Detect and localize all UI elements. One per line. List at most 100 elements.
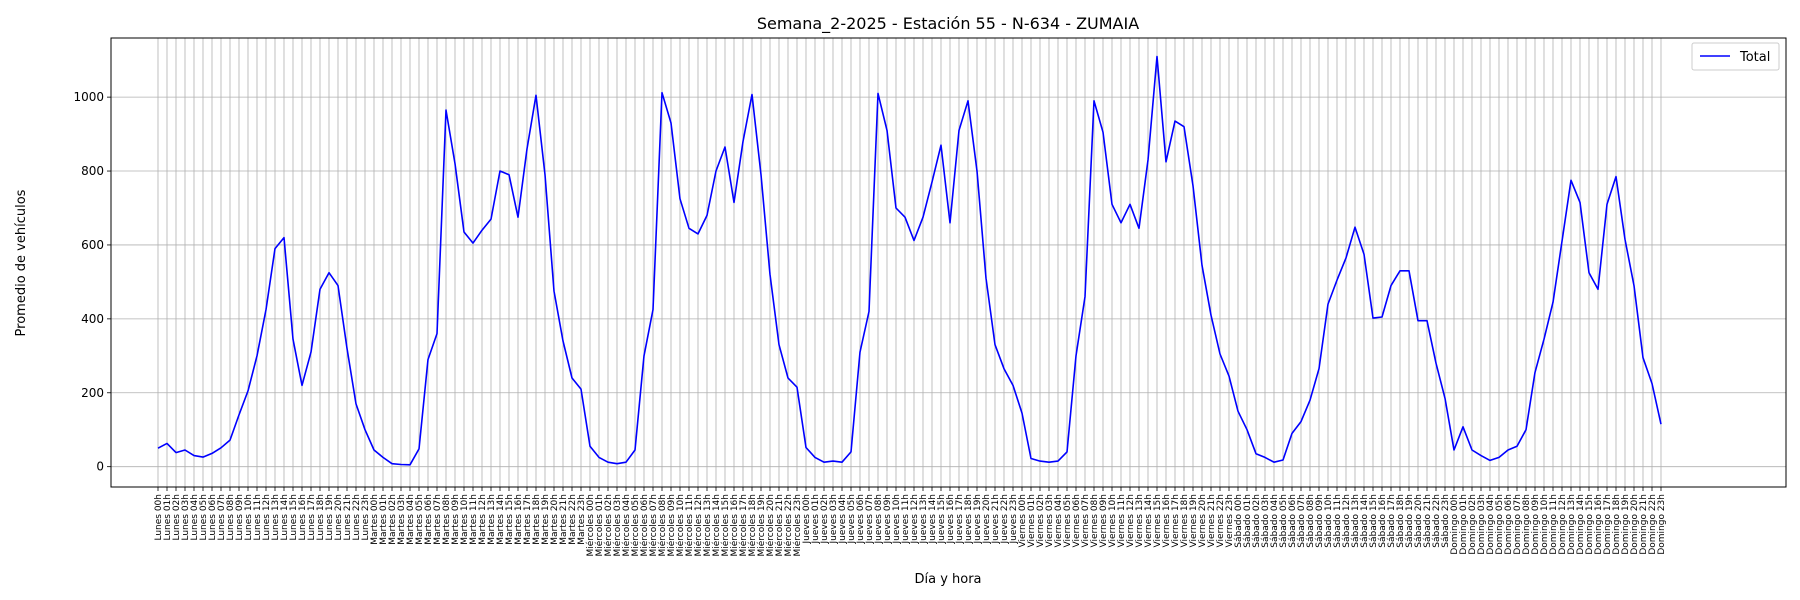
x-tick-label: Sábado 16h — [1378, 494, 1388, 548]
x-tick-label: Sábado 10h — [1324, 494, 1334, 548]
x-tick-label: Domingo 00h — [1450, 494, 1460, 555]
series-line-total — [157, 55, 1662, 466]
x-tick-label: Sábado 12h — [1342, 494, 1352, 548]
x-tick-label: Lunes 18h — [316, 494, 326, 541]
x-tick-label: Lunes 01h — [163, 494, 173, 541]
x-tick-label: Jueves 06h — [856, 494, 866, 544]
x-tick-label: Viernes 05h — [1063, 494, 1073, 548]
x-tick-label: Domingo 19h — [1621, 494, 1631, 555]
x-tick-label: Jueves 05h — [847, 494, 857, 544]
x-tick-label: Martes 13h — [487, 494, 497, 545]
y-axis-ticks: 0 200 400 600 800 1000 — [73, 90, 111, 474]
x-tick-label: Viernes 14h — [1144, 494, 1154, 548]
x-tick-label: Viernes 11h — [1117, 494, 1127, 548]
x-tick-label: Domingo 08h — [1522, 494, 1532, 555]
x-tick-label: Domingo 20h — [1630, 494, 1640, 555]
x-tick-label: Lunes 02h — [172, 494, 182, 541]
x-tick-label: Lunes 10h — [244, 494, 254, 541]
x-tick-label: Jueves 04h — [838, 494, 848, 544]
x-tick-label: Sábado 04h — [1270, 494, 1280, 548]
x-tick-label: Sábado 03h — [1261, 494, 1271, 548]
x-tick-label: Domingo 07h — [1513, 494, 1523, 555]
x-tick-label: Miércoles 12h — [693, 494, 704, 557]
legend-box — [1691, 42, 1780, 71]
x-tick-label: Martes 06h — [424, 494, 434, 545]
x-tick-label: Jueves 21h — [991, 494, 1001, 544]
x-tick-label: Lunes 11h — [253, 494, 263, 541]
x-tick-label: Martes 00h — [370, 494, 380, 545]
x-tick-label: Martes 18h — [532, 494, 542, 545]
x-tick-label: Viernes 21h — [1207, 494, 1217, 548]
x-tick-label: Jueves 18h — [964, 494, 974, 544]
x-tick-label: Miércoles 10h — [675, 494, 686, 557]
x-tick-label: Viernes 18h — [1180, 494, 1190, 548]
x-tick-label: Jueves 19h — [973, 494, 983, 544]
x-tick-label: Lunes 23h — [361, 494, 371, 541]
x-tick-label: Viernes 22h — [1216, 494, 1226, 548]
x-axis-ticks: Lunes 00h Lunes 01h Lunes 02h Lunes 03h Lune… — [154, 487, 1667, 557]
x-tick-label: Jueves 22h — [1000, 494, 1010, 544]
x-tick-label: Lunes 06h — [208, 494, 218, 541]
x-tick-label: Jueves 20h — [982, 494, 992, 544]
x-tick-label: Domingo 04h — [1486, 494, 1496, 555]
x-tick-label: Martes 01h — [379, 494, 389, 545]
x-tick-label: Viernes 00h — [1018, 494, 1028, 548]
x-tick-label: Martes 16h — [514, 494, 524, 545]
x-tick-label: Martes 08h — [442, 494, 452, 545]
x-tick-label: Sábado 23h — [1441, 494, 1451, 548]
y-tick-label: 600 — [81, 238, 104, 252]
x-tick-label: Miércoles 04h — [621, 494, 632, 557]
x-tick-label: Sábado 09h — [1315, 494, 1325, 548]
x-tick-label: Viernes 20h — [1198, 494, 1208, 548]
x-tick-label: Sábado 17h — [1387, 494, 1397, 548]
legend: Total — [1691, 42, 1780, 71]
x-tick-label: Jueves 01h — [811, 494, 821, 544]
x-tick-label: Lunes 12h — [262, 494, 272, 541]
x-tick-label: Domingo 15h — [1585, 494, 1595, 555]
x-tick-label: Jueves 15h — [937, 494, 947, 544]
x-tick-label: Lunes 20h — [334, 494, 344, 541]
x-tick-label: Sábado 08h — [1306, 494, 1316, 548]
x-tick-label: Domingo 13h — [1567, 494, 1577, 555]
x-tick-label: Viernes 03h — [1045, 494, 1055, 548]
x-tick-label: Martes 05h — [415, 494, 425, 545]
x-tick-label: Martes 20h — [550, 494, 560, 545]
x-tick-label: Martes 10h — [460, 494, 470, 545]
x-tick-label: Domingo 01h — [1459, 494, 1469, 555]
x-tick-label: Sábado 20h — [1414, 494, 1424, 548]
x-tick-label: Lunes 16h — [298, 494, 308, 541]
y-axis-label: Promedio de vehículos — [14, 189, 29, 336]
x-tick-label: Domingo 17h — [1603, 494, 1613, 555]
x-tick-label: Sábado 00h — [1234, 494, 1244, 548]
chart-title: Semana_2-2025 - Estación 55 - N-634 - ZU… — [757, 14, 1139, 34]
x-tick-label: Lunes 07h — [217, 494, 227, 541]
x-tick-label: Miércoles 09h — [666, 494, 677, 557]
x-tick-label: Lunes 17h — [307, 494, 317, 541]
x-tick-label: Domingo 22h — [1648, 494, 1658, 555]
x-tick-label: Martes 07h — [433, 494, 443, 545]
x-tick-label: Jueves 10h — [892, 494, 902, 544]
x-tick-label: Martes 11h — [469, 494, 479, 545]
x-tick-label: Viernes 01h — [1027, 494, 1037, 548]
x-tick-label: Jueves 02h — [820, 494, 830, 544]
x-tick-label: Domingo 18h — [1612, 494, 1622, 555]
x-tick-label: Jueves 12h — [910, 494, 920, 544]
x-tick-label: Martes 17h — [523, 494, 533, 545]
x-tick-label: Jueves 11h — [901, 494, 911, 544]
x-tick-label: Sábado 11h — [1333, 494, 1343, 548]
y-tick-label: 200 — [81, 386, 104, 400]
x-tick-label: Lunes 14h — [280, 494, 290, 541]
x-tick-label: Martes 22h — [568, 494, 578, 545]
x-tick-label: Sábado 22h — [1432, 494, 1442, 548]
x-tick-label: Viernes 06h — [1072, 494, 1082, 548]
x-tick-label: Lunes 15h — [289, 494, 299, 541]
x-tick-label: Miércoles 03h — [612, 494, 623, 557]
x-tick-label: Domingo 12h — [1558, 494, 1568, 555]
x-tick-label: Viernes 08h — [1090, 494, 1100, 548]
x-tick-label: Domingo 14h — [1576, 494, 1586, 555]
x-tick-label: Martes 09h — [451, 494, 461, 545]
x-tick-label: Lunes 13h — [271, 494, 281, 541]
x-tick-label: Domingo 21h — [1639, 494, 1649, 555]
x-tick-label: Miércoles 19h — [756, 494, 767, 557]
y-tick-label: 800 — [81, 164, 104, 178]
